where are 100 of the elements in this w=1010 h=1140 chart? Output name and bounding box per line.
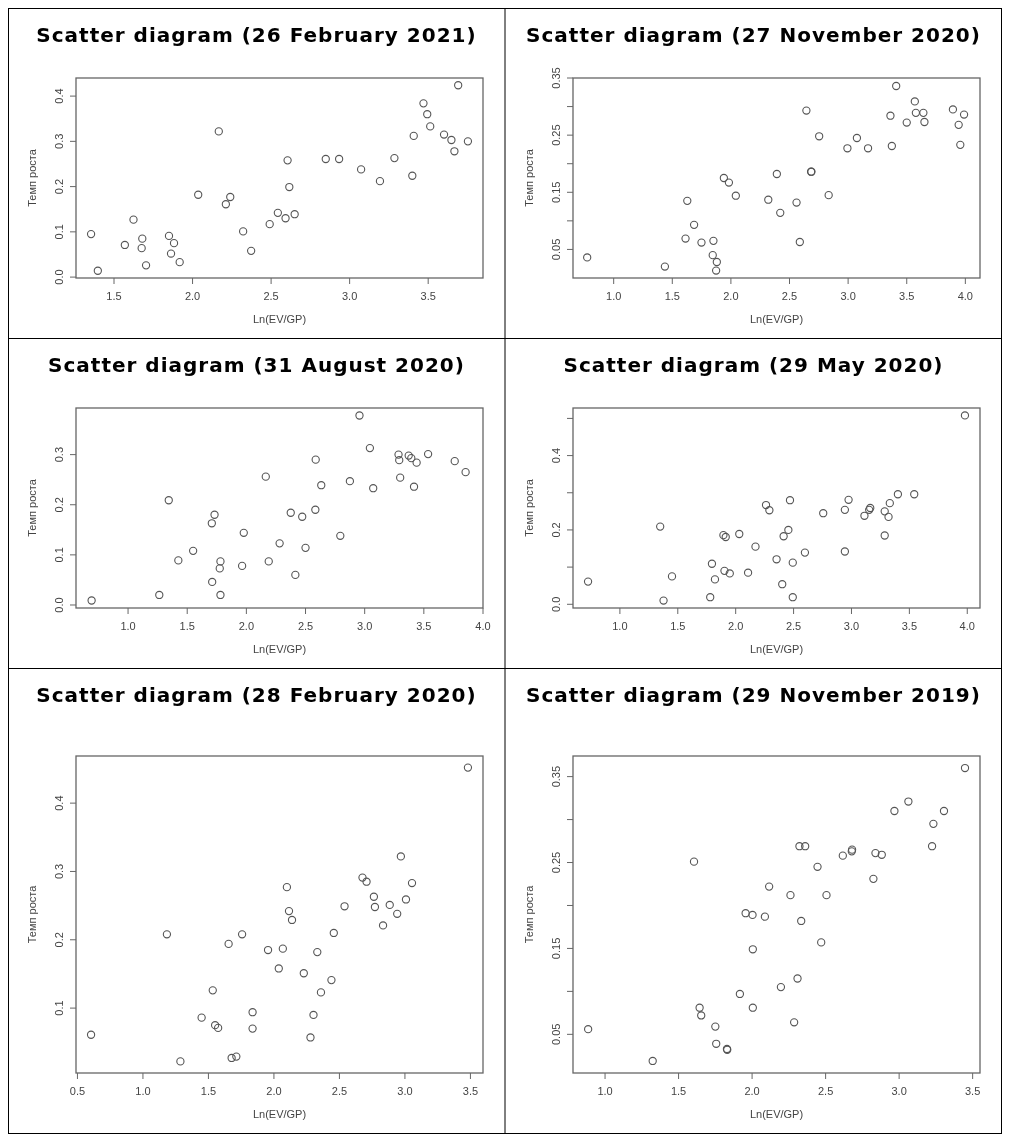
x-tick-label: 4.0 [959, 620, 975, 632]
y-tick-label: 0.0 [53, 597, 65, 613]
y-tick-label: 0.2 [53, 178, 65, 195]
point [369, 892, 379, 901]
point [265, 220, 274, 229]
point [313, 947, 322, 957]
x-tick-label: 3.0 [341, 290, 358, 302]
point [956, 140, 965, 150]
point [396, 473, 405, 482]
point [838, 851, 847, 860]
point [712, 257, 721, 267]
point [880, 507, 889, 516]
point [707, 559, 717, 568]
point [748, 910, 757, 920]
point [194, 190, 203, 199]
chart-title: Scatter diagram (29 November 2019) [526, 683, 981, 707]
point [447, 135, 456, 145]
point [237, 561, 247, 571]
point [278, 944, 287, 953]
point [419, 99, 428, 108]
point [822, 891, 831, 900]
x-tick-label: 3.5 [420, 290, 436, 302]
point [960, 411, 970, 420]
x-tick-label: 1.0 [597, 1085, 613, 1097]
point [285, 182, 294, 192]
point [697, 1011, 706, 1020]
x-tick-label: 3.0 [357, 620, 373, 632]
point [776, 982, 786, 992]
point [86, 229, 96, 239]
y-tick-label: 0.2 [550, 522, 562, 538]
point [316, 988, 326, 997]
point [761, 500, 771, 510]
y-tick-label: 0.3 [53, 446, 65, 463]
point [869, 874, 878, 883]
x-tick-label: 1.0 [120, 620, 136, 632]
x-tick-label: 3.0 [891, 1085, 907, 1097]
point [407, 878, 417, 888]
x-tick-label: 3.5 [462, 1085, 479, 1097]
point [129, 215, 138, 224]
point [583, 577, 593, 586]
point [197, 1013, 206, 1022]
point [880, 531, 889, 540]
point [463, 137, 473, 146]
point [207, 519, 216, 528]
y-tick-label: 0.4 [53, 88, 65, 104]
y-tick-label: 0.25 [550, 124, 562, 146]
point [667, 572, 677, 581]
point [378, 921, 388, 930]
x-tick-label: 1.5 [106, 290, 122, 302]
point [960, 763, 970, 773]
point [138, 234, 147, 243]
point [689, 220, 699, 230]
point [227, 1053, 236, 1063]
point [213, 1023, 223, 1033]
point [393, 909, 402, 918]
point [800, 548, 810, 557]
y-tick-label: 0.2 [53, 497, 65, 513]
point [910, 97, 919, 106]
point [959, 110, 969, 119]
point [369, 484, 378, 493]
point [311, 455, 320, 464]
point [815, 132, 824, 141]
point [720, 566, 729, 575]
point [287, 915, 297, 925]
x-tick-label: 1.5 [670, 620, 686, 632]
x-tick-label: 3.0 [397, 1085, 413, 1097]
point [885, 499, 894, 508]
x-tick-label: 4.0 [475, 620, 491, 632]
point [708, 250, 717, 260]
point [263, 945, 273, 955]
y-axis-title: Темп роста [523, 148, 535, 207]
chart-title: Scatter diagram (31 August 2020) [48, 353, 465, 377]
point [375, 177, 385, 186]
point [786, 891, 795, 900]
point [298, 512, 307, 521]
point [731, 191, 740, 200]
point [711, 1022, 720, 1031]
point [439, 130, 449, 139]
point [929, 819, 938, 829]
point [760, 912, 770, 921]
x-tick-label: 2.5 [781, 290, 798, 302]
point [226, 192, 235, 202]
point [166, 249, 176, 258]
point [216, 590, 225, 600]
point [221, 200, 231, 209]
point [884, 512, 893, 522]
y-tick-label: 0.0 [53, 269, 65, 285]
point [282, 883, 292, 892]
x-tick-label: 0.5 [69, 1085, 86, 1097]
x-tick-label: 2.0 [266, 1085, 282, 1097]
x-tick-label: 3.5 [416, 620, 432, 632]
point [306, 1033, 315, 1042]
point [778, 580, 787, 589]
x-tick-label: 4.0 [957, 290, 973, 302]
point [779, 532, 788, 541]
y-tick-label: 0.35 [550, 765, 562, 788]
point [345, 477, 355, 486]
point [461, 468, 470, 477]
point [401, 895, 411, 904]
point [412, 458, 421, 467]
